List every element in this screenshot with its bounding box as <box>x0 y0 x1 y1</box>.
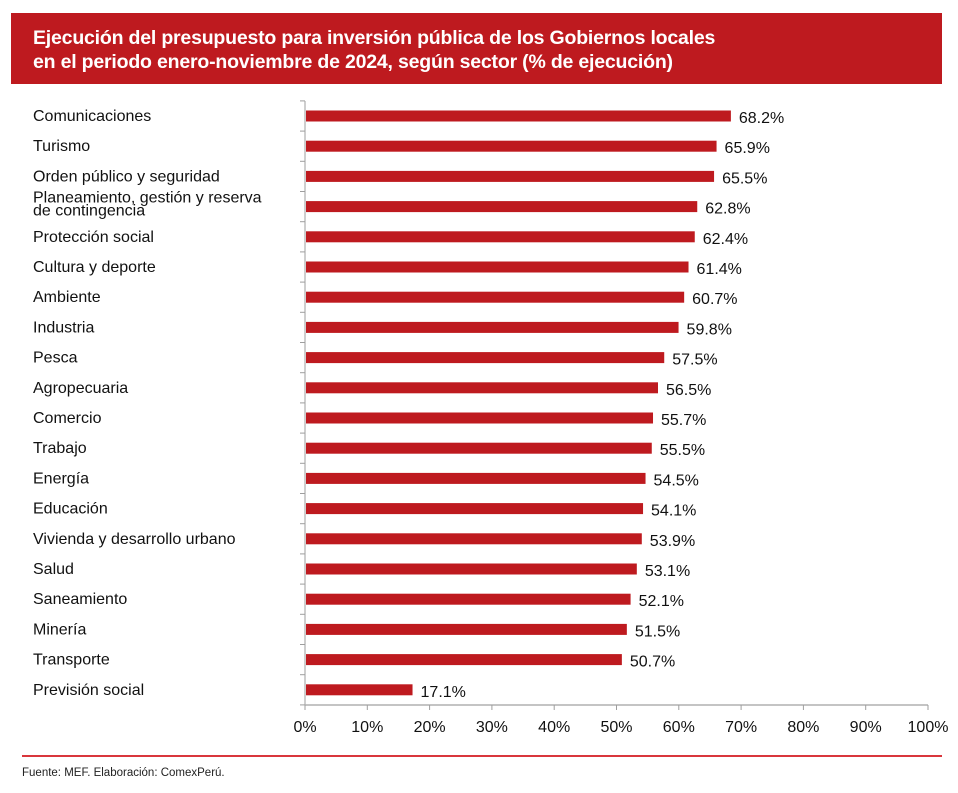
category-label: Orden público y seguridad <box>33 168 220 185</box>
footer-divider <box>22 755 942 757</box>
data-label: 60.7% <box>692 291 737 308</box>
category-label: Transporte <box>33 652 110 669</box>
bar <box>306 352 665 364</box>
bar <box>306 201 698 213</box>
data-label: 50.7% <box>630 654 675 671</box>
category-label: Comercio <box>33 410 102 427</box>
bar <box>306 412 654 424</box>
x-tick-label: 90% <box>850 719 882 736</box>
chart-title-line-1: Ejecución del presupuesto para inversión… <box>33 27 716 49</box>
category-label: Previsión social <box>33 682 144 699</box>
data-label: 54.1% <box>651 503 696 520</box>
category-label: Planeamiento, gestión y reserva de contin… <box>33 190 262 220</box>
category-label: Cultura y deporte <box>33 259 156 276</box>
bar <box>306 110 731 122</box>
x-tick-label: 80% <box>787 719 819 736</box>
data-label: 59.8% <box>687 321 732 338</box>
category-label: Educación <box>33 501 108 518</box>
bar <box>306 382 658 394</box>
data-label: 56.5% <box>666 382 711 399</box>
category-label: Energía <box>33 470 89 487</box>
bar <box>306 503 644 515</box>
category-label-line: de contingencia <box>33 203 145 220</box>
chart-title-line-2: en el periodo enero-noviembre de 2024, s… <box>33 51 673 73</box>
x-tick-label: 30% <box>476 719 508 736</box>
x-tick-label: 20% <box>414 719 446 736</box>
bar <box>306 170 715 182</box>
bar <box>306 140 717 152</box>
category-label: Comunicaciones <box>33 108 151 125</box>
bar <box>306 623 627 635</box>
bar <box>306 231 695 243</box>
data-label: 17.1% <box>421 684 466 701</box>
category-label: Salud <box>33 561 74 578</box>
bar <box>306 261 689 273</box>
bar <box>306 291 685 303</box>
x-tick-label: 60% <box>663 719 695 736</box>
data-label: 51.5% <box>635 623 680 640</box>
bar <box>306 472 646 484</box>
bar <box>306 533 642 545</box>
x-tick-label: 70% <box>725 719 757 736</box>
category-label: Protección social <box>33 229 154 246</box>
x-tick-label: 40% <box>538 719 570 736</box>
category-label: Vivienda y desarrollo urbano <box>33 531 236 548</box>
x-tick-label: 100% <box>908 719 949 736</box>
data-label: 57.5% <box>672 352 717 369</box>
category-label: Saneamiento <box>33 591 127 608</box>
bar <box>306 442 652 454</box>
source-note: Fuente: MEF. Elaboración: ComexPerú. <box>22 767 225 779</box>
data-label: 55.5% <box>660 442 705 459</box>
category-label: Turismo <box>33 138 90 155</box>
x-tick-label: 0% <box>293 719 316 736</box>
category-label: Trabajo <box>33 440 87 457</box>
data-label: 62.4% <box>703 231 748 248</box>
data-label: 53.1% <box>645 563 690 580</box>
bar <box>306 684 413 696</box>
bar <box>306 563 637 575</box>
bar <box>306 654 622 666</box>
category-label: Agropecuaria <box>33 380 128 397</box>
data-label: 62.8% <box>705 201 750 218</box>
bar <box>306 321 679 333</box>
data-label: 65.5% <box>722 170 767 187</box>
category-label: Minería <box>33 621 86 638</box>
category-label: Pesca <box>33 350 78 367</box>
data-label: 55.7% <box>661 412 706 429</box>
data-label: 54.5% <box>654 472 699 489</box>
category-label: Ambiente <box>33 289 101 306</box>
x-tick-label: 10% <box>351 719 383 736</box>
x-tick-label: 50% <box>600 719 632 736</box>
category-label-line: Planeamiento, gestión y reserva <box>33 190 262 207</box>
data-label: 61.4% <box>697 261 742 278</box>
data-label: 68.2% <box>739 110 784 127</box>
data-label: 53.9% <box>650 533 695 550</box>
chart-title-banner: Ejecución del presupuesto para inversión… <box>11 13 942 84</box>
data-label: 65.9% <box>725 140 770 157</box>
data-label: 52.1% <box>639 593 684 610</box>
category-label: Industria <box>33 319 94 336</box>
bar <box>306 593 631 605</box>
